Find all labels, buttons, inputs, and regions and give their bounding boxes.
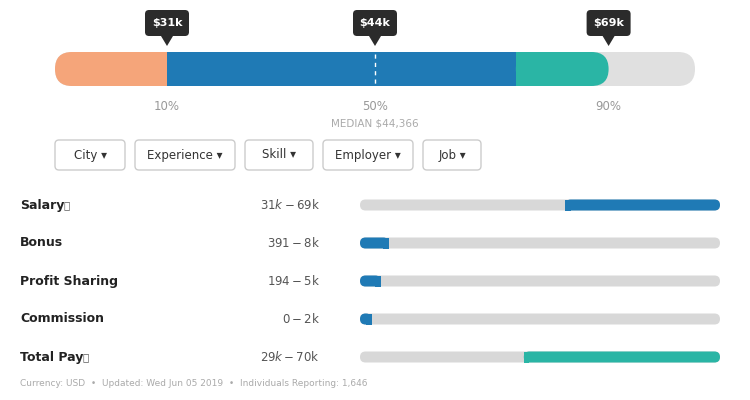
FancyBboxPatch shape (360, 276, 381, 286)
FancyBboxPatch shape (360, 276, 720, 286)
FancyBboxPatch shape (360, 238, 388, 248)
FancyBboxPatch shape (245, 140, 313, 170)
FancyBboxPatch shape (360, 314, 371, 324)
Bar (516, 52, 592, 86)
FancyBboxPatch shape (524, 352, 720, 362)
FancyBboxPatch shape (55, 52, 167, 86)
Text: 10%: 10% (154, 100, 180, 113)
FancyBboxPatch shape (566, 200, 720, 210)
Text: Salary: Salary (20, 198, 64, 212)
Text: $29k - $70k: $29k - $70k (260, 350, 320, 364)
FancyBboxPatch shape (360, 200, 720, 210)
Text: MEDIAN $44,366: MEDIAN $44,366 (332, 118, 419, 128)
Text: $31k: $31k (152, 18, 182, 28)
Text: $391 - $8k: $391 - $8k (267, 236, 320, 250)
Bar (366, 314, 371, 324)
Text: ⓘ: ⓘ (63, 200, 69, 210)
Text: $31k - $69k: $31k - $69k (260, 198, 320, 212)
FancyBboxPatch shape (323, 140, 413, 170)
Text: $0 - $2k: $0 - $2k (282, 312, 320, 326)
Text: Total Pay: Total Pay (20, 350, 83, 364)
Text: 90%: 90% (596, 100, 622, 113)
FancyBboxPatch shape (423, 140, 481, 170)
FancyBboxPatch shape (55, 140, 125, 170)
Text: Profit Sharing: Profit Sharing (20, 274, 118, 288)
Bar (524, 352, 530, 362)
Text: $69k: $69k (593, 18, 624, 28)
Text: Employer ▾: Employer ▾ (335, 148, 400, 162)
Text: Currency: USD  •  Updated: Wed Jun 05 2019  •  Individuals Reporting: 1,646: Currency: USD • Updated: Wed Jun 05 2019… (20, 379, 368, 388)
FancyBboxPatch shape (360, 314, 720, 324)
Polygon shape (161, 36, 173, 46)
Bar (383, 238, 388, 248)
Bar (376, 276, 381, 286)
FancyBboxPatch shape (135, 140, 235, 170)
Bar (72, 52, 167, 86)
Text: 50%: 50% (362, 100, 388, 113)
FancyBboxPatch shape (360, 352, 720, 362)
Text: $194 - $5k: $194 - $5k (267, 274, 320, 288)
Text: $44k: $44k (359, 18, 391, 28)
Polygon shape (369, 36, 381, 46)
Text: Bonus: Bonus (20, 236, 63, 250)
Text: ⓘ: ⓘ (82, 352, 88, 362)
Bar (566, 200, 571, 210)
Bar (167, 52, 516, 86)
Text: City ▾: City ▾ (74, 148, 106, 162)
FancyBboxPatch shape (360, 238, 720, 248)
Text: Job ▾: Job ▾ (438, 148, 466, 162)
Text: Skill ▾: Skill ▾ (262, 148, 296, 162)
Polygon shape (602, 36, 614, 46)
FancyBboxPatch shape (145, 10, 189, 36)
Text: Experience ▾: Experience ▾ (147, 148, 223, 162)
Text: Commission: Commission (20, 312, 104, 326)
FancyBboxPatch shape (516, 52, 608, 86)
FancyBboxPatch shape (55, 52, 695, 86)
FancyBboxPatch shape (353, 10, 397, 36)
FancyBboxPatch shape (586, 10, 631, 36)
